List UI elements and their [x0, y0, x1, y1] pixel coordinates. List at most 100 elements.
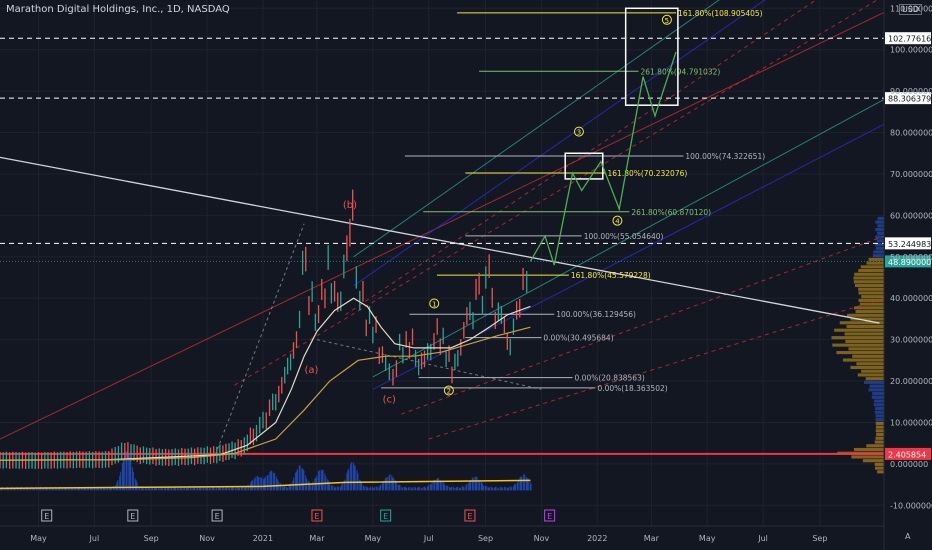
volume-bar — [158, 487, 160, 491]
volume-bar — [102, 486, 104, 491]
volume-profile-bar — [854, 272, 884, 276]
volume-bar — [46, 488, 48, 491]
volume-bar — [106, 487, 108, 491]
volume-profile-bar — [850, 317, 884, 321]
volume-profile-bar — [875, 418, 884, 422]
volume-bar — [504, 486, 506, 491]
volume-bar — [295, 471, 298, 491]
earnings-marker — [127, 509, 139, 522]
volume-bar — [58, 487, 60, 491]
wave-label: 4 — [615, 218, 620, 226]
x-tick-label: Jul — [89, 534, 100, 543]
volume-bar — [163, 487, 166, 491]
volume-profile — [831, 216, 884, 474]
volume-bar — [231, 486, 233, 491]
volume-bar — [152, 487, 154, 491]
volume-bar — [57, 488, 59, 491]
volume-bar — [139, 486, 141, 491]
earnings-label: E — [130, 512, 135, 521]
volume-bar — [425, 487, 427, 491]
volume-bar — [97, 486, 99, 491]
volume-bar — [373, 487, 375, 491]
volume-bar — [283, 485, 286, 491]
volume-bar — [98, 486, 100, 491]
volume-bar — [77, 487, 80, 491]
volume-bar — [370, 486, 372, 491]
wave-label-circle — [612, 215, 623, 226]
volume-bar — [489, 486, 491, 491]
volume-bar — [341, 483, 343, 491]
volume-bar — [362, 485, 364, 491]
volume-bar — [234, 488, 236, 491]
volume-bar — [502, 488, 504, 491]
volume-bar — [239, 488, 241, 491]
volume-bar — [206, 487, 208, 491]
fib-level-label: 161.80%(70.232076) — [608, 169, 688, 178]
volume-profile-bar — [860, 265, 884, 269]
volume-bar — [452, 486, 454, 491]
volume-bar — [320, 470, 322, 491]
volume-bar — [468, 482, 470, 491]
volume-bar — [517, 480, 519, 491]
volume-bar — [256, 475, 258, 491]
volume-profile-bar — [853, 447, 884, 452]
volume-bar — [117, 480, 119, 491]
volume-bar — [446, 485, 448, 491]
auto-scale-button[interactable]: A — [905, 532, 911, 541]
volume-bar — [138, 486, 140, 491]
volume-bar — [458, 487, 461, 491]
volume-profile-bar — [877, 231, 884, 235]
time-axis[interactable]: May Jul Sep Nov 2021 Mar May Jul Sep Nov 2022 Mar Ma… — [0, 525, 884, 543]
volume-bar — [200, 488, 202, 491]
volume-bar — [407, 487, 409, 491]
channel-line — [372, 98, 885, 378]
volume-bar — [521, 476, 523, 491]
volume-bar — [404, 486, 407, 491]
volume-bar — [272, 473, 275, 491]
volume-bar — [455, 488, 457, 491]
volume-bar — [405, 488, 408, 491]
volume-bar — [275, 476, 277, 491]
volume-profile-bar — [834, 328, 884, 332]
price-axis[interactable]: 102.776161 88.306379 53.244983 2.405854 48.8… — [883, 0, 932, 550]
horizontal-levels — [0, 37, 884, 455]
volume-bar — [32, 488, 35, 491]
volume-bar — [248, 485, 250, 491]
currency-badge[interactable]: USD — [899, 4, 923, 15]
volume-bar — [94, 487, 96, 491]
volume-bar — [360, 482, 363, 491]
volume-profile-bar — [875, 246, 884, 250]
volume-bar — [216, 487, 218, 491]
wave-label-circle — [443, 385, 454, 396]
volume-profile-bar — [866, 444, 884, 448]
channel-line — [0, 11, 885, 440]
volume-bar — [148, 488, 150, 491]
volume-bar — [294, 472, 297, 491]
volume-bar — [507, 488, 509, 491]
volume-bar — [198, 486, 200, 491]
volume-bar — [177, 487, 179, 491]
volume-bar — [132, 471, 135, 491]
volume-bar — [481, 483, 484, 491]
volume-profile-bar — [859, 302, 884, 306]
volume-bar — [110, 486, 113, 491]
wave-label-circle — [573, 126, 584, 137]
volume-bar — [511, 487, 513, 491]
volume-bar — [229, 488, 231, 491]
volume-bar — [469, 482, 471, 491]
volume-bar — [491, 486, 493, 491]
volume-profile-bar — [842, 358, 884, 362]
fib-level-label: 0.00%(30.495684) — [543, 334, 613, 343]
volume-bar — [495, 487, 497, 491]
volume-bar — [367, 487, 369, 491]
volume-profile-bar — [858, 291, 884, 295]
volume-bar — [218, 487, 221, 491]
volume-bar — [144, 487, 146, 491]
volume-profile-bar — [877, 224, 884, 228]
volume-profile-bar — [876, 239, 884, 243]
volume-bar — [125, 451, 127, 491]
volume-bar — [433, 479, 435, 491]
volume-bar — [411, 488, 413, 491]
volume-bar — [442, 481, 444, 491]
